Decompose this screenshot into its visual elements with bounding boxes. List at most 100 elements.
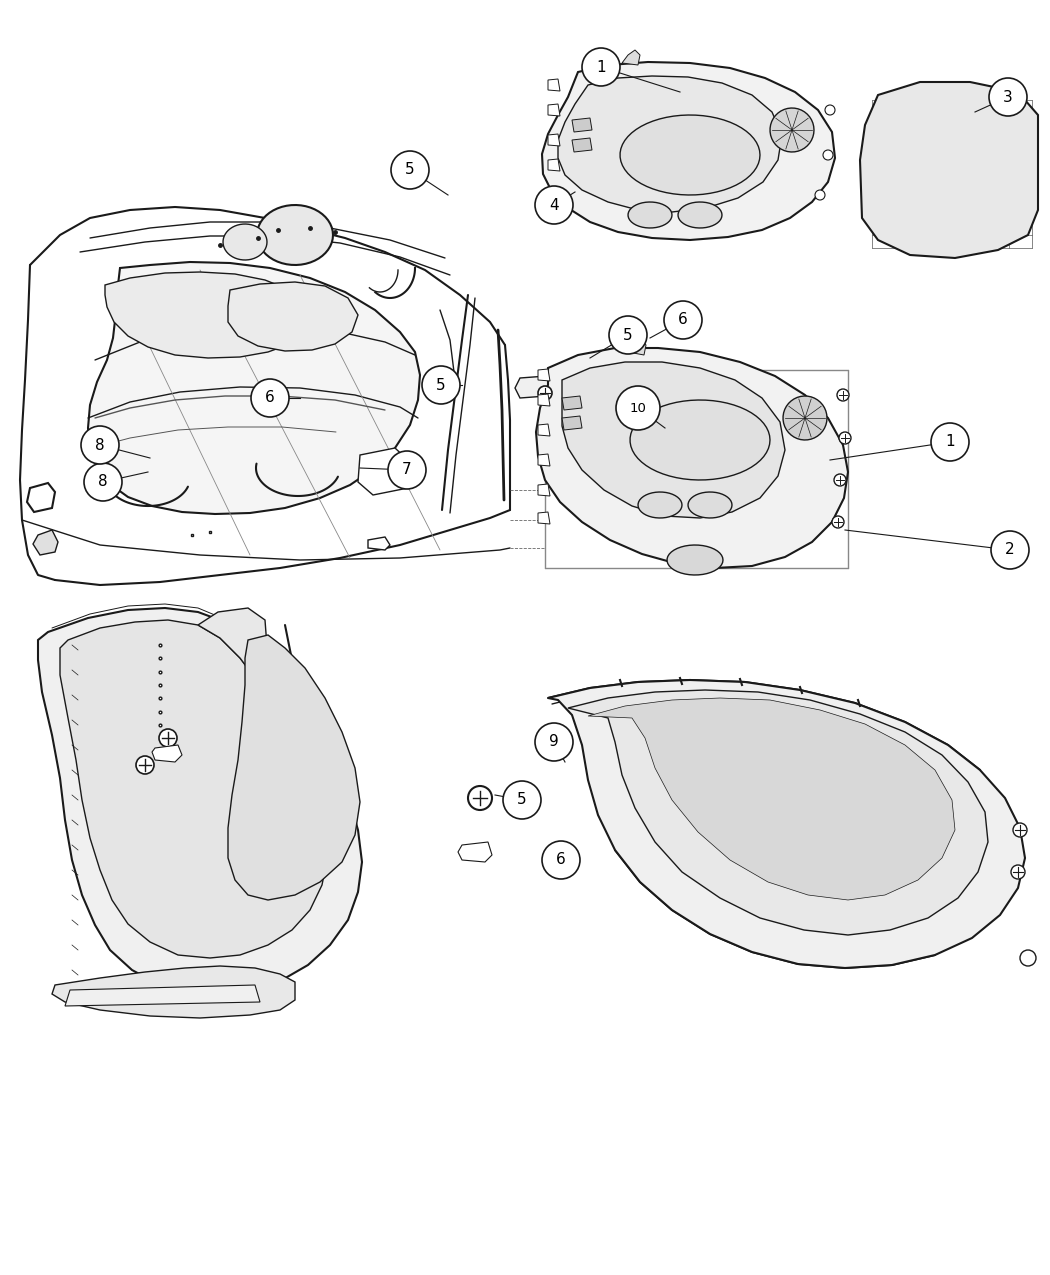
Text: 5: 5 [518,793,527,807]
Polygon shape [628,201,672,228]
Polygon shape [198,608,268,682]
Polygon shape [368,537,390,550]
Circle shape [989,78,1027,116]
Polygon shape [38,608,362,994]
Circle shape [538,386,552,400]
Polygon shape [572,119,592,133]
Polygon shape [257,205,333,265]
Text: 6: 6 [678,312,688,328]
Text: 6: 6 [556,853,566,867]
Circle shape [1020,950,1036,966]
Polygon shape [358,448,410,495]
Circle shape [468,785,492,810]
Polygon shape [536,348,848,567]
Circle shape [388,451,426,490]
Circle shape [839,432,850,444]
Polygon shape [548,105,560,116]
Polygon shape [562,362,785,518]
Polygon shape [152,745,182,762]
Polygon shape [572,138,592,152]
Polygon shape [514,375,565,398]
Polygon shape [228,282,358,351]
Circle shape [81,426,119,464]
Circle shape [664,301,702,339]
Circle shape [931,423,969,462]
Circle shape [503,782,541,819]
Circle shape [391,150,429,189]
Circle shape [536,186,573,224]
Polygon shape [678,201,722,228]
Text: 5: 5 [405,162,415,177]
Polygon shape [548,159,560,171]
Circle shape [834,474,846,486]
Polygon shape [27,483,55,513]
Polygon shape [538,513,550,524]
Polygon shape [60,620,328,958]
Circle shape [582,48,620,85]
Circle shape [136,756,154,774]
Polygon shape [548,134,560,147]
Text: 5: 5 [436,377,446,393]
Polygon shape [548,189,560,201]
Polygon shape [628,339,646,354]
Circle shape [159,729,177,747]
Polygon shape [548,79,560,91]
Text: 8: 8 [99,474,108,490]
Polygon shape [621,115,760,195]
Polygon shape [458,842,492,862]
Polygon shape [538,454,550,465]
Text: 6: 6 [265,390,275,405]
Polygon shape [630,400,770,479]
Polygon shape [105,272,308,358]
Text: 9: 9 [549,734,559,750]
Polygon shape [667,544,723,575]
Circle shape [832,516,844,528]
Polygon shape [33,530,58,555]
Text: 1: 1 [945,435,954,450]
Circle shape [84,463,122,501]
Polygon shape [783,397,827,440]
Circle shape [815,190,825,200]
Circle shape [837,389,849,402]
Circle shape [422,366,460,404]
Circle shape [1011,864,1025,878]
Polygon shape [538,394,550,405]
Polygon shape [622,50,640,65]
Polygon shape [542,62,835,240]
Circle shape [991,530,1029,569]
Text: 8: 8 [96,437,105,453]
Polygon shape [562,397,582,411]
Polygon shape [88,261,420,514]
Polygon shape [770,108,814,152]
Polygon shape [52,966,295,1017]
Circle shape [536,723,573,761]
Text: 7: 7 [402,463,412,478]
Circle shape [251,379,289,417]
Polygon shape [568,690,988,935]
Polygon shape [223,224,267,260]
Polygon shape [688,492,732,518]
Circle shape [609,316,647,354]
Polygon shape [562,416,582,430]
Text: 1: 1 [596,60,606,74]
Text: 4: 4 [549,198,559,213]
Circle shape [542,842,580,878]
Polygon shape [65,986,260,1006]
Polygon shape [228,635,360,900]
Circle shape [616,386,660,430]
Circle shape [1013,822,1027,836]
Circle shape [823,150,833,159]
Polygon shape [548,680,1025,968]
Polygon shape [588,697,956,900]
Polygon shape [558,76,782,212]
Text: 2: 2 [1005,542,1014,557]
Polygon shape [538,368,550,381]
Text: 10: 10 [630,402,647,414]
Polygon shape [538,484,550,496]
Polygon shape [638,492,682,518]
Polygon shape [860,82,1038,258]
Text: 3: 3 [1003,89,1013,105]
Polygon shape [538,425,550,436]
Circle shape [825,105,835,115]
Text: 5: 5 [624,328,633,343]
